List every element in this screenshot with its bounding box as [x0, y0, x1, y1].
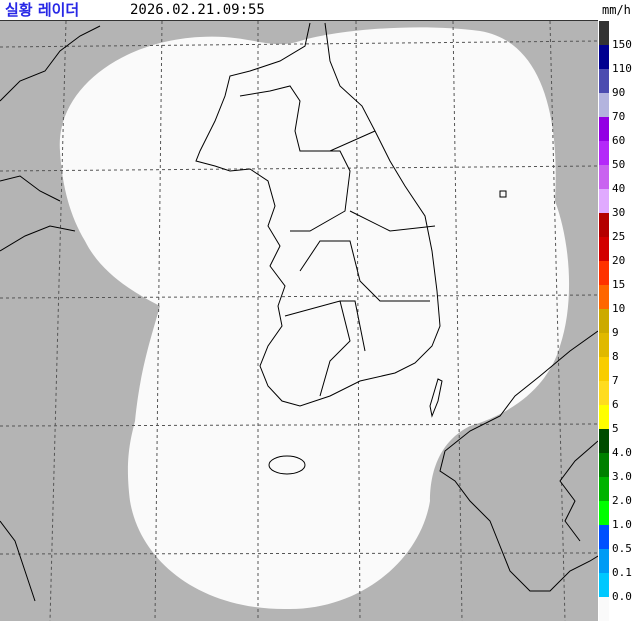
legend-label: 1.0 — [612, 518, 632, 531]
legend-label: 0.1 — [612, 566, 632, 579]
legend-color-band — [599, 189, 609, 213]
legend-label: 110 — [612, 62, 632, 75]
legend-label: 8 — [612, 350, 619, 363]
legend-label: 0.0 — [612, 590, 632, 603]
legend-color-band — [599, 477, 609, 501]
legend-label: 20 — [612, 254, 626, 267]
legend-color-band — [599, 117, 609, 141]
legend-label: 50 — [612, 158, 626, 171]
legend-color-band — [599, 69, 609, 93]
legend-label: 9 — [612, 326, 619, 339]
jeju-island — [268, 455, 306, 475]
legend-label: 40 — [612, 182, 626, 195]
legend-color-band — [599, 261, 609, 285]
legend-color-band — [599, 213, 609, 237]
legend-color-band — [599, 309, 609, 333]
legend-color-band — [599, 597, 609, 621]
legend-color-band — [599, 453, 609, 477]
legend-color-band — [599, 93, 609, 117]
grid-lines — [0, 20, 599, 622]
legend-color-band — [599, 237, 609, 261]
legend-color-band — [599, 333, 609, 357]
map-canvas — [0, 20, 599, 622]
province-borders — [239, 85, 436, 397]
legend-color-band — [599, 501, 609, 525]
legend-color-band — [599, 21, 609, 45]
legend-label: 150 — [612, 38, 632, 51]
legend-label: 15 — [612, 278, 626, 291]
legend-label: 90 — [612, 86, 626, 99]
legend-label: 25 — [612, 230, 626, 243]
legend-color-band — [599, 429, 609, 453]
legend-label: 30 — [612, 206, 626, 219]
legend-unit: mm/h — [602, 3, 631, 17]
precipitation-legend — [599, 21, 609, 621]
legend-color-band — [599, 285, 609, 309]
china-coast — [0, 25, 101, 602]
legend-label: 0.5 — [612, 542, 632, 555]
legend-label: 6 — [612, 398, 619, 411]
ulleung-dokdo — [499, 190, 507, 198]
legend-label: 7 — [612, 374, 619, 387]
legend-label: 70 — [612, 110, 626, 123]
legend-label: 60 — [612, 134, 626, 147]
legend-color-band — [599, 573, 609, 597]
legend-label: 2.0 — [612, 494, 632, 507]
legend-label: 4.0 — [612, 446, 632, 459]
legend-label: 5 — [612, 422, 619, 435]
legend-label: 10 — [612, 302, 626, 315]
legend-color-band — [599, 357, 609, 381]
legend-label: 3.0 — [612, 470, 632, 483]
radar-map[interactable] — [0, 20, 599, 622]
page-title: 실황 레이더 — [5, 1, 80, 19]
header: 실황 레이더 2026.02.21.09:55 mm/h — [0, 0, 635, 20]
legend-color-band — [599, 525, 609, 549]
legend-color-band — [599, 549, 609, 573]
coastlines — [0, 22, 599, 602]
legend-color-band — [599, 45, 609, 69]
japan-coast — [439, 330, 599, 592]
legend-color-band — [599, 405, 609, 429]
legend-color-band — [599, 381, 609, 405]
tsushima-island — [429, 378, 443, 418]
legend-color-band — [599, 141, 609, 165]
timestamp: 2026.02.21.09:55 — [130, 2, 265, 18]
legend-color-band — [599, 165, 609, 189]
korean-peninsula-outline — [195, 22, 441, 407]
radar-coverage-area — [59, 27, 570, 610]
